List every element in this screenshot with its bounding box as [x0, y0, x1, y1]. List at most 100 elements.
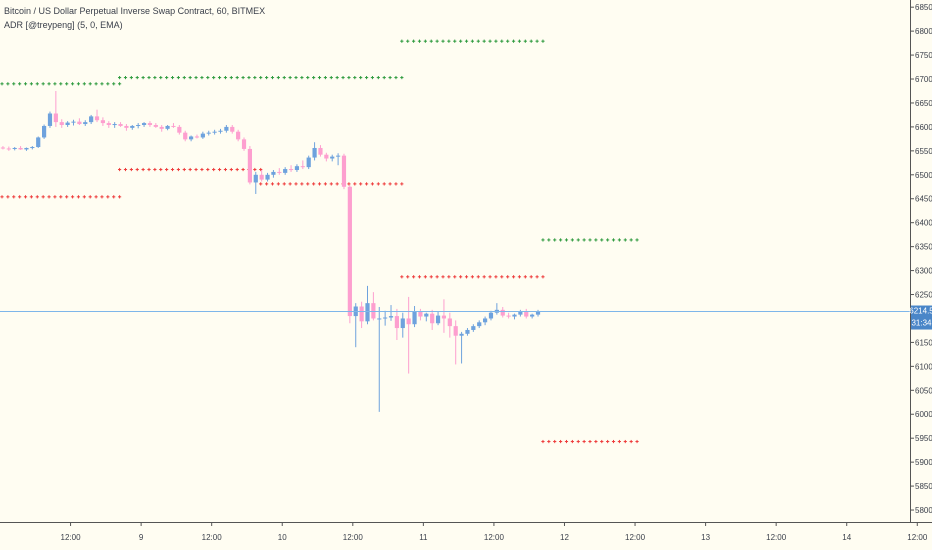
- adr-upper-marker: [188, 75, 192, 80]
- candle: [53, 90, 58, 127]
- candle: [212, 129, 217, 135]
- adr-lower-marker: [447, 275, 451, 279]
- indicator-title[interactable]: ADR [@treypeng] (5, 0, EMA): [4, 20, 123, 30]
- adr-lower-marker: [535, 275, 539, 279]
- candle: [435, 311, 441, 326]
- adr-upper-marker: [441, 39, 445, 43]
- adr-lower-marker: [500, 275, 504, 279]
- adr-upper-marker: [359, 75, 363, 80]
- adr-lower-marker: [76, 195, 81, 199]
- adr-lower-marker: [506, 275, 510, 279]
- adr-lower-marker: [412, 275, 416, 279]
- candle: [283, 167, 288, 175]
- adr-lower-marker: [317, 182, 322, 186]
- time-tick-label: 12:00: [343, 533, 364, 542]
- adr-lower-marker: [123, 167, 128, 172]
- candle: [194, 134, 200, 139]
- candle: [277, 168, 282, 175]
- price-tick-label: 6250.0: [915, 291, 932, 300]
- adr-upper-marker: [65, 82, 69, 86]
- symbol-title[interactable]: Bitcoin / US Dollar Perpetual Inverse Sw…: [4, 6, 266, 16]
- adr-upper-marker: [447, 39, 451, 43]
- adr-lower-marker: [223, 167, 228, 172]
- adr-upper-marker: [582, 238, 586, 242]
- adr-upper-marker: [606, 238, 610, 242]
- candles: [0, 90, 541, 412]
- price-tick-label: 6850.0: [915, 3, 932, 12]
- adr-upper-marker: [53, 82, 57, 86]
- candle: [218, 128, 223, 134]
- adr-upper-marker: [0, 82, 4, 86]
- adr-lower-marker: [611, 439, 616, 444]
- price-tick-label: 6550.0: [915, 147, 932, 156]
- adr-upper-marker: [47, 82, 51, 86]
- adr-lower-marker: [241, 167, 245, 172]
- last-price-tag-box: [911, 305, 932, 330]
- adr-upper-marker: [170, 75, 175, 80]
- time-tick-label: 12:00: [625, 533, 646, 542]
- candle: [118, 122, 123, 127]
- adr-upper-marker: [265, 75, 269, 80]
- adr-upper-marker: [276, 75, 280, 80]
- candle: [130, 124, 135, 130]
- time-axis[interactable]: 12:00 9 12:00 10 12:00 11 12:00 12 12:00 13 12:00 1…: [61, 522, 928, 542]
- candle: [12, 147, 17, 151]
- candle: [259, 170, 264, 182]
- time-tick-label: 12:00: [907, 533, 928, 542]
- adr-lower-marker: [606, 439, 610, 444]
- adr-upper-marker: [394, 75, 398, 80]
- adr-lower-marker: [453, 275, 457, 279]
- adr-lower-marker: [159, 167, 163, 172]
- candle: [253, 171, 258, 194]
- adr-lower-marker: [553, 439, 557, 444]
- adr-upper-marker: [12, 82, 16, 86]
- adr-upper-marker: [470, 39, 474, 43]
- adr-lower-marker: [100, 195, 104, 199]
- adr-lower-marker: [547, 439, 551, 444]
- adr-upper-marker: [594, 238, 598, 242]
- adr-lower-marker: [165, 167, 169, 172]
- adr-lower-marker: [529, 275, 533, 279]
- candle: [500, 306, 505, 318]
- candle: [341, 153, 347, 190]
- candle: [136, 123, 141, 129]
- adr-lower-marker: [82, 195, 86, 199]
- candle: [77, 118, 82, 125]
- adr-lower-marker: [594, 439, 598, 444]
- adr-upper-marker: [453, 39, 457, 43]
- adr-lower-marker: [259, 167, 263, 172]
- adr-lower-marker: [176, 167, 180, 172]
- adr-upper-marker: [253, 75, 257, 80]
- adr-lower-marker: [541, 275, 545, 279]
- time-tick-label: 12: [560, 533, 569, 542]
- adr-upper-marker: [623, 238, 627, 242]
- adr-lower-marker: [135, 167, 139, 172]
- candle: [236, 129, 241, 142]
- candle: [418, 308, 423, 321]
- price-tick-label: 6500.0: [915, 171, 932, 180]
- adr-lower-marker: [600, 439, 604, 444]
- adr-upper-marker: [288, 75, 292, 80]
- adr-upper-marker: [176, 75, 180, 80]
- bar-countdown-label: 31:34: [911, 319, 932, 328]
- time-tick-label: 12:00: [766, 533, 787, 542]
- candle: [42, 124, 47, 139]
- adr-upper-marker: [194, 75, 198, 80]
- adr-upper-marker: [223, 75, 228, 80]
- adr-upper-marker: [353, 75, 357, 80]
- adr-upper-marker: [300, 75, 304, 80]
- candle: [47, 111, 53, 128]
- adr-lower-marker: [112, 195, 116, 199]
- adr-lower-marker: [182, 167, 186, 172]
- adr-lower-marker: [53, 195, 57, 199]
- time-tick-label: 11: [419, 533, 428, 542]
- adr-lower-marker: [582, 439, 586, 444]
- price-axis[interactable]: 6850.0 6800.0 6750.0 6700.0 6650.0 6600.0 6550…: [910, 3, 932, 515]
- adr-upper-marker: [23, 82, 28, 86]
- price-tick-label: 6800.0: [915, 27, 932, 36]
- adr-upper-marker: [400, 75, 404, 80]
- adr-upper-marker: [123, 75, 128, 80]
